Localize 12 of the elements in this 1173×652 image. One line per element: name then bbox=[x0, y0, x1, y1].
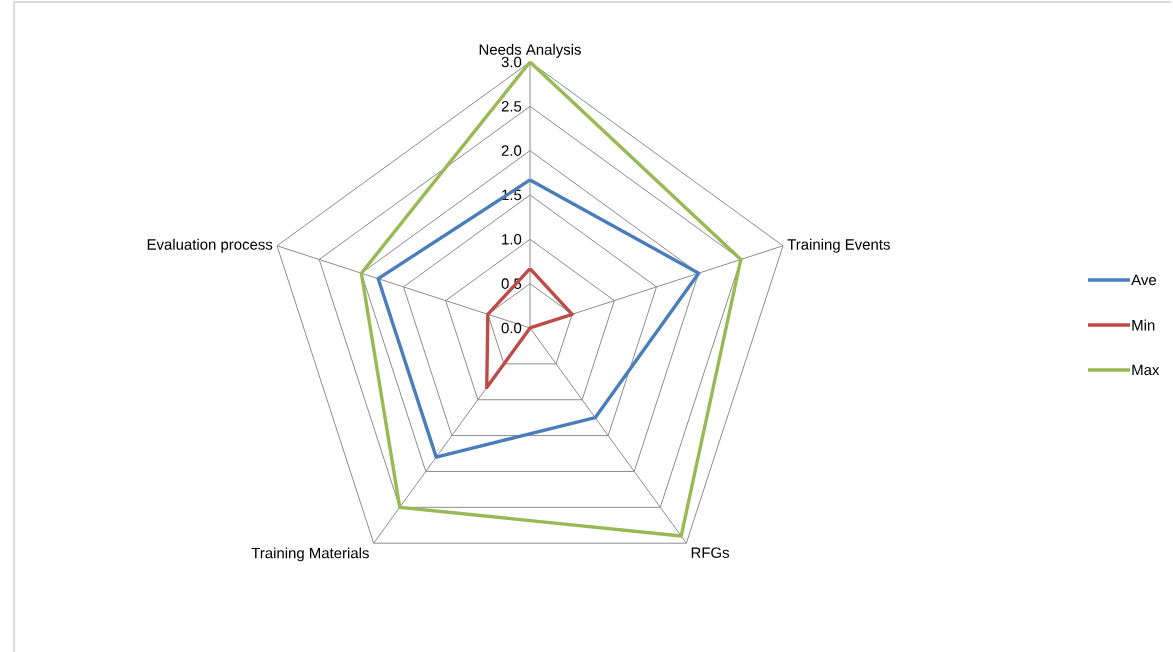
legend-label: Ave bbox=[1131, 274, 1157, 286]
spoke-label: Evaluation process bbox=[147, 238, 273, 253]
legend-label: Min bbox=[1132, 319, 1155, 331]
legend-label: Max bbox=[1132, 364, 1160, 376]
y-tick-label: 2.0 bbox=[501, 145, 522, 156]
y-tick-label: 0.0 bbox=[501, 322, 522, 334]
y-tick-label: 3.0 bbox=[501, 56, 522, 68]
spoke-label: Training Materials bbox=[251, 547, 369, 562]
y-tick-label: 2.5 bbox=[501, 100, 522, 112]
y-tick-label: 1.0 bbox=[502, 233, 522, 245]
spoke-label: Training Events bbox=[787, 238, 890, 253]
spoke-label: RFGs bbox=[691, 547, 730, 558]
